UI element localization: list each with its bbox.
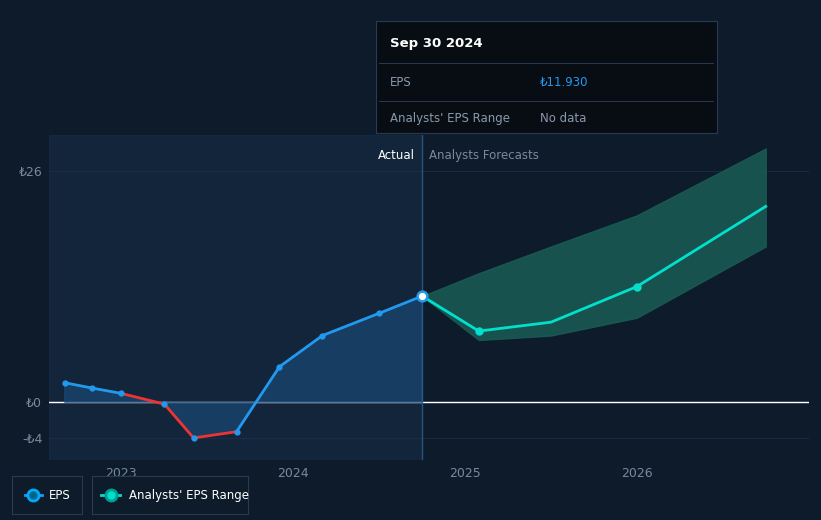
Text: EPS: EPS (390, 76, 411, 89)
Text: EPS: EPS (48, 489, 71, 501)
Text: Actual: Actual (378, 149, 415, 162)
Text: No data: No data (539, 112, 586, 125)
Text: Analysts' EPS Range: Analysts' EPS Range (130, 489, 250, 501)
Text: Analysts' EPS Range: Analysts' EPS Range (390, 112, 510, 125)
Text: Analysts Forecasts: Analysts Forecasts (429, 149, 539, 162)
Polygon shape (65, 296, 422, 438)
Bar (49, 135, 422, 460)
Text: ₺11.930: ₺11.930 (539, 76, 588, 89)
Text: Sep 30 2024: Sep 30 2024 (390, 36, 482, 50)
